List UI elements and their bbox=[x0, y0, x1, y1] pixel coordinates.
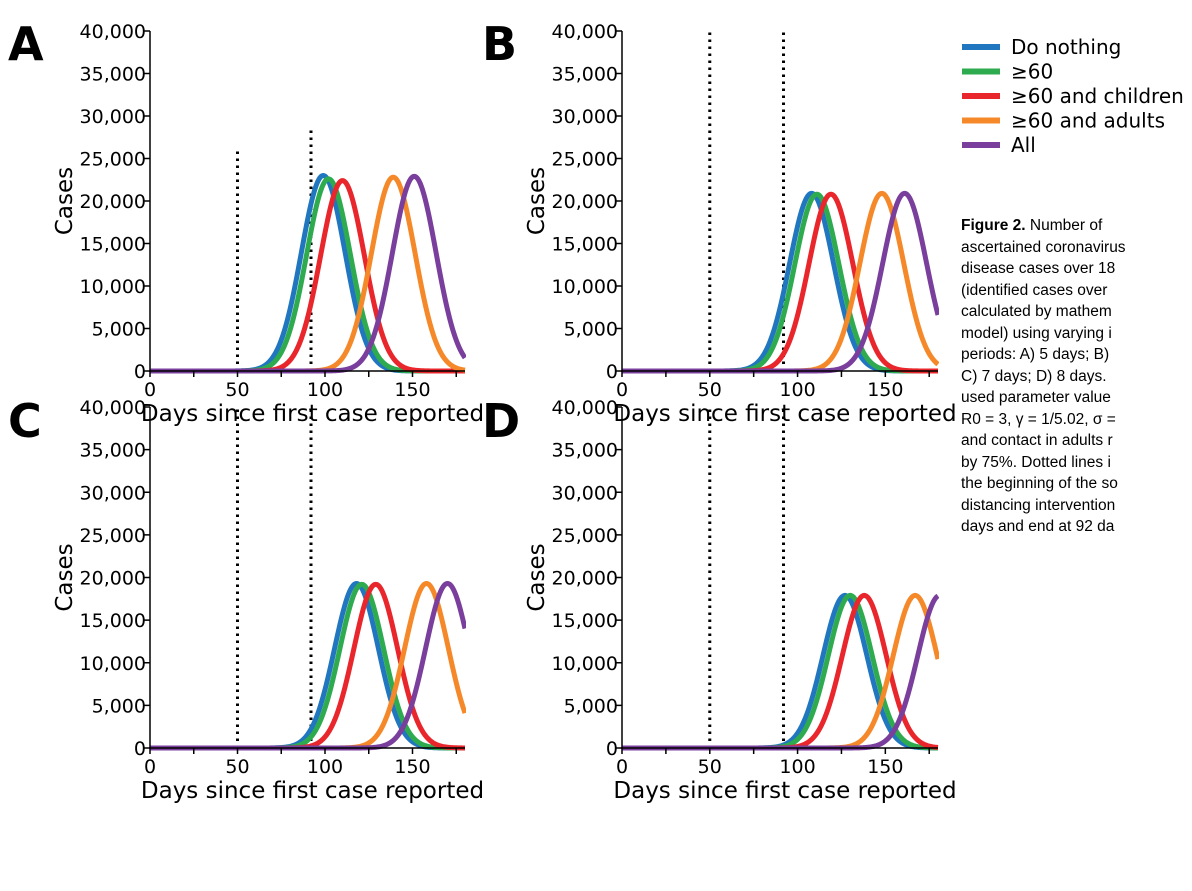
y-tick-label: 10,000 bbox=[552, 276, 618, 298]
panel-label: B bbox=[482, 17, 517, 71]
x-axis-title: Days since first case reported bbox=[141, 778, 484, 804]
x-tick-label: 150 bbox=[394, 756, 430, 778]
x-tick-label: 50 bbox=[225, 379, 249, 401]
y-tick-label: 5,000 bbox=[92, 695, 146, 717]
caption-line: (identified cases over bbox=[961, 281, 1108, 299]
y-tick-label: 40,000 bbox=[552, 397, 618, 419]
caption-line: calculated by mathem bbox=[961, 303, 1112, 320]
x-tick-label: 0 bbox=[616, 756, 628, 778]
y-tick-label: 10,000 bbox=[80, 653, 146, 675]
y-tick-label: 0 bbox=[134, 738, 146, 760]
figure-caption: Figure 2. Number of ascertained coronavi… bbox=[961, 215, 1192, 538]
caption-line: by 75%. Dotted lines i bbox=[961, 453, 1111, 471]
y-tick-label: 10,000 bbox=[552, 653, 618, 675]
x-tick-label: 150 bbox=[867, 379, 903, 401]
y-tick-label: 30,000 bbox=[552, 482, 618, 504]
y-tick-label: 35,000 bbox=[80, 64, 146, 86]
y-tick-label: 20,000 bbox=[552, 191, 618, 213]
y-tick-label: 10,000 bbox=[80, 276, 146, 298]
panel-label: A bbox=[8, 17, 44, 71]
y-tick-label: 40,000 bbox=[80, 397, 146, 419]
x-axis-title: Days since first case reported bbox=[613, 401, 956, 427]
y-tick-label: 0 bbox=[606, 738, 618, 760]
x-tick-label: 100 bbox=[779, 756, 815, 778]
caption-line: used parameter value bbox=[961, 389, 1111, 406]
y-tick-label: 40,000 bbox=[80, 21, 146, 43]
x-tick-label: 150 bbox=[867, 756, 903, 778]
x-axis-title: Days since first case reported bbox=[613, 778, 956, 804]
x-tick-label: 150 bbox=[394, 379, 430, 401]
series-line-60-and-children bbox=[150, 581, 466, 751]
legend-label: Do nothing bbox=[1011, 35, 1121, 59]
x-tick-label: 0 bbox=[616, 379, 628, 401]
caption-text: Number of bbox=[1025, 217, 1103, 234]
caption-title: Figure 2. bbox=[961, 217, 1026, 234]
y-tick-label: 35,000 bbox=[80, 440, 146, 462]
y-tick-label: 30,000 bbox=[80, 106, 146, 128]
y-tick-label: 20,000 bbox=[80, 568, 146, 590]
y-axis-title: Cases bbox=[52, 167, 78, 235]
y-tick-label: 35,000 bbox=[552, 440, 618, 462]
caption-line: ascertained coronavirus bbox=[961, 238, 1126, 256]
caption-line: disease cases over 18 bbox=[961, 260, 1116, 277]
caption-line: model) using varying i bbox=[961, 324, 1112, 342]
y-tick-label: 25,000 bbox=[80, 525, 146, 547]
chart-panel-c: C 0 5,000 10,000 15,000 20,000 25,000 30,000 35,… bbox=[8, 394, 484, 804]
panel-label: D bbox=[482, 394, 520, 448]
y-tick-label: 0 bbox=[606, 361, 618, 383]
y-tick-label: 15,000 bbox=[552, 610, 618, 632]
chart-panel-b: B 0 5,000 10,000 15,000 20,000 25,000 30,000 35,… bbox=[482, 17, 957, 427]
y-tick-label: 30,000 bbox=[552, 106, 618, 128]
y-tick-label: 25,000 bbox=[552, 525, 618, 547]
caption-line: R0 = 3, γ = 1/5.02, σ = bbox=[961, 410, 1116, 428]
caption-line-0: Figure 2. Number of bbox=[961, 215, 1192, 237]
caption-line: days and end at 92 da bbox=[961, 518, 1115, 535]
x-tick-label: 0 bbox=[144, 756, 156, 778]
series-line-60-and-adults bbox=[150, 174, 466, 374]
legend-label: All bbox=[1011, 133, 1036, 157]
y-tick-label: 30,000 bbox=[80, 482, 146, 504]
y-tick-label: 20,000 bbox=[80, 191, 146, 213]
legend: Do nothing≥60≥60 and children≥60 and adu… bbox=[962, 35, 1184, 157]
y-tick-label: 15,000 bbox=[552, 234, 618, 256]
x-tick-label: 50 bbox=[698, 379, 722, 401]
caption-line: and contact in adults r bbox=[961, 432, 1113, 449]
y-axis-title: Cases bbox=[524, 167, 550, 235]
caption-line: periods: A) 5 days; B) bbox=[961, 346, 1110, 363]
legend-label: ≥60 bbox=[1011, 60, 1053, 84]
chart-panel-d: D 0 5,000 10,000 15,000 20,000 25,000 30,000 35,… bbox=[482, 394, 957, 804]
caption-line: the beginning of the so bbox=[961, 475, 1118, 492]
y-tick-label: 20,000 bbox=[552, 568, 618, 590]
x-axis-title: Days since first case reported bbox=[141, 401, 484, 427]
y-tick-label: 40,000 bbox=[552, 21, 618, 43]
caption-line: distancing intervention bbox=[961, 496, 1116, 514]
x-tick-label: 100 bbox=[779, 379, 815, 401]
y-tick-label: 5,000 bbox=[92, 319, 146, 341]
x-tick-label: 100 bbox=[307, 756, 343, 778]
series-line-all bbox=[622, 190, 939, 374]
x-tick-label: 0 bbox=[144, 379, 156, 401]
y-tick-label: 5,000 bbox=[564, 695, 618, 717]
legend-label: ≥60 and children bbox=[1011, 84, 1184, 108]
y-axis-title: Cases bbox=[524, 543, 550, 611]
y-tick-label: 25,000 bbox=[552, 149, 618, 171]
y-axis-title: Cases bbox=[52, 543, 78, 611]
x-tick-label: 50 bbox=[225, 756, 249, 778]
caption-line: C) 7 days; D) 8 days. bbox=[961, 367, 1107, 385]
y-tick-label: 35,000 bbox=[552, 64, 618, 86]
x-tick-label: 100 bbox=[307, 379, 343, 401]
panel-label: C bbox=[8, 394, 42, 448]
y-tick-label: 0 bbox=[134, 361, 146, 383]
y-tick-label: 25,000 bbox=[80, 149, 146, 171]
y-tick-label: 15,000 bbox=[80, 234, 146, 256]
y-tick-label: 15,000 bbox=[80, 610, 146, 632]
x-tick-label: 50 bbox=[698, 756, 722, 778]
chart-panel-a: A 0 5,000 10,000 15,000 20,000 25,000 30,000 35,… bbox=[8, 17, 484, 427]
y-tick-label: 5,000 bbox=[564, 319, 618, 341]
legend-label: ≥60 and adults bbox=[1011, 109, 1165, 133]
